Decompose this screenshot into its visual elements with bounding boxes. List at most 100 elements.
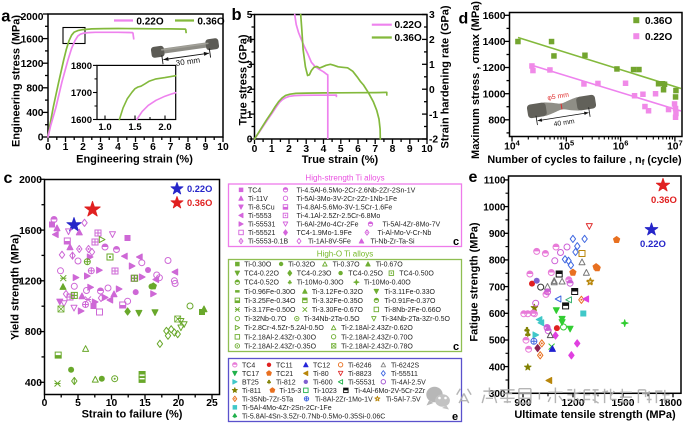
svg-text:e: e (469, 169, 478, 186)
svg-text:400: 400 (26, 108, 43, 119)
svg-text:600: 600 (489, 309, 506, 320)
svg-text:Ti-4.5Al-6.5Mo-2Cr-2.6Nb-2Zr-2: Ti-4.5Al-6.5Mo-2Cr-2.6Nb-2Zr-2Sn-1V (297, 187, 416, 194)
svg-text:Ti-811: Ti-811 (242, 388, 261, 395)
svg-text:0.36O: 0.36O (395, 33, 422, 44)
svg-text:Ti-10Mo-0.40O: Ti-10Mo-0.40O (364, 280, 411, 287)
svg-text:Ti-600: Ti-600 (313, 379, 333, 386)
svg-text:Ti-2.18Al-2.43Zr-0.62O: Ti-2.18Al-2.43Zr-0.62O (341, 325, 413, 332)
svg-text:TC4-0.52O: TC4-0.52O (244, 280, 279, 287)
svg-text:4: 4 (115, 142, 121, 153)
svg-text:0.36O: 0.36O (651, 195, 677, 206)
svg-text:Ti-55511: Ti-55511 (391, 371, 418, 378)
svg-text:Ti-80: Ti-80 (313, 371, 329, 378)
svg-text:Ti-5.8Al-4Sn-3.5Zr-0.7Nb-0.5Mo: Ti-5.8Al-4Sn-3.5Zr-0.7Nb-0.5Mo-0.35Si-0.… (242, 413, 385, 420)
svg-text:a: a (1, 8, 11, 26)
svg-text:Ti-4.8Al-5.6Mo-3V-1.5Cr-1.6Fe: Ti-4.8Al-5.6Mo-3V-1.5Cr-1.6Fe (297, 204, 393, 211)
svg-text:TC21: TC21 (276, 371, 293, 378)
svg-text:Ti-0.67O: Ti-0.67O (376, 262, 404, 269)
svg-text:3: 3 (98, 142, 104, 153)
svg-text:0.22O: 0.22O (395, 20, 422, 31)
svg-text:2000: 2000 (21, 12, 44, 23)
svg-text:2000: 2000 (19, 175, 42, 186)
svg-text:Ti-3.11Fe-0.33O: Ti-3.11Fe-0.33O (384, 289, 435, 296)
svg-text:b: b (232, 6, 242, 24)
svg-text:10: 10 (421, 144, 433, 155)
svg-text:Ti-6Al-2Mo-4Cr-2Fe: Ti-6Al-2Mo-4Cr-2Fe (297, 222, 359, 229)
svg-text:40 mm: 40 mm (553, 118, 575, 128)
svg-text:10: 10 (106, 398, 118, 409)
svg-text:2.0: 2.0 (158, 122, 171, 133)
svg-text:True strain (%): True strain (%) (302, 154, 379, 166)
svg-text:Ti-34Nb-2Ta-3Zr-0.5O: Ti-34Nb-2Ta-3Zr-0.5O (381, 316, 450, 323)
svg-text:Ti-32Nb-0.7O: Ti-32Nb-0.7O (244, 316, 287, 323)
svg-text:High-O Ti alloys: High-O Ti alloys (317, 250, 373, 259)
svg-text:8: 8 (185, 142, 191, 153)
svg-text:300: 300 (489, 389, 506, 400)
svg-text:500: 500 (489, 336, 506, 347)
svg-text:Ti-55531: Ti-55531 (348, 379, 375, 386)
svg-text:Ti-55521: Ti-55521 (248, 230, 275, 237)
svg-text:6: 6 (150, 142, 156, 153)
svg-text:700: 700 (489, 282, 506, 293)
svg-text:Ti-3.25Fe-0.34O: Ti-3.25Fe-0.34O (244, 298, 296, 305)
svg-text:Ti-1Al-8V-5Fe: Ti-1Al-8V-5Fe (308, 239, 351, 246)
svg-text:0.22O: 0.22O (640, 239, 666, 250)
svg-text:Ti-15-3: Ti-15-3 (279, 388, 301, 395)
svg-text:Ti-5Al-7.5V: Ti-5Al-7.5V (386, 396, 421, 403)
svg-text:1600: 1600 (483, 11, 506, 22)
svg-text:c: c (4, 170, 13, 187)
svg-text:TC4-0.25O: TC4-0.25O (348, 271, 383, 278)
svg-text:0.22O: 0.22O (136, 16, 163, 27)
svg-text:Ti-4Al-2.5V: Ti-4Al-2.5V (391, 379, 426, 386)
svg-text:1: 1 (247, 110, 253, 121)
svg-text:d: d (459, 11, 469, 28)
svg-text:1200: 1200 (483, 63, 506, 74)
svg-text:Ti-11V: Ti-11V (248, 196, 268, 203)
svg-text:TC4: TC4 (242, 362, 255, 369)
svg-text:Yield strength (MPa): Yield strength (MPa) (10, 234, 22, 340)
svg-text:3: 3 (429, 10, 435, 21)
svg-text:400: 400 (489, 362, 506, 373)
svg-text:Ti-2.18Al-2.43Zr-0.78O: Ti-2.18Al-2.43Zr-0.78O (341, 343, 413, 350)
svg-text:0.36O: 0.36O (197, 16, 224, 27)
svg-text:0: 0 (247, 135, 253, 146)
svg-text:Ti-5553-0.1B: Ti-5553-0.1B (248, 239, 289, 246)
svg-text:e: e (452, 411, 458, 423)
svg-text:Ti-Nb-Zr-Ta-Si: Ti-Nb-Zr-Ta-Si (371, 239, 416, 246)
svg-text:5: 5 (338, 144, 344, 155)
svg-text:1700: 1700 (71, 88, 92, 99)
svg-text:8: 8 (390, 144, 396, 155)
svg-text:1000: 1000 (483, 202, 506, 213)
svg-text:1600: 1600 (71, 115, 92, 126)
svg-text:1200: 1200 (21, 59, 44, 70)
svg-text:4: 4 (247, 35, 253, 46)
svg-text:Ti-3.17Fe-0.50O: Ti-3.17Fe-0.50O (244, 307, 296, 314)
svg-text:-2: -2 (429, 135, 438, 146)
svg-text:Ti-812: Ti-812 (276, 379, 296, 386)
svg-text:1.0: 1.0 (98, 122, 111, 133)
svg-text:Ti-Al-Mo-V-Cr-Nb: Ti-Al-Mo-V-Cr-Nb (378, 230, 432, 237)
svg-text:Ti-5Al-4Mo-4Zr-2Sn-2Cr-1Fe: Ti-5Al-4Mo-4Zr-2Sn-2Cr-1Fe (242, 405, 332, 412)
svg-text:Ti-0.30O: Ti-0.30O (244, 262, 272, 269)
svg-text:5: 5 (133, 142, 139, 153)
svg-text:TC4-0.50O: TC4-0.50O (399, 271, 434, 278)
svg-text:Engineering strain (%): Engineering strain (%) (76, 154, 193, 166)
svg-text:c: c (453, 236, 459, 248)
svg-text:0: 0 (429, 85, 435, 96)
svg-text:2: 2 (429, 35, 435, 46)
svg-text:0.22O: 0.22O (187, 184, 212, 194)
svg-text:-1: -1 (429, 110, 438, 121)
svg-text:Strain to failure (%): Strain to failure (%) (82, 409, 183, 421)
svg-text:Ti-4Al-6Mo-2V-5Cr-2Zr: Ti-4Al-6Mo-2V-5Cr-2Zr (354, 388, 426, 395)
svg-text:Ti-4.1Al-2.5Zr-2.5Cr-6.8Mo: Ti-4.1Al-2.5Zr-2.5Cr-6.8Mo (297, 213, 381, 220)
svg-text:Ti-8Al-2Zr-1Mo-1V: Ti-8Al-2Zr-1Mo-1V (315, 396, 373, 403)
svg-text:9: 9 (407, 144, 413, 155)
svg-text:Ti-0.32O: Ti-0.32O (288, 262, 316, 269)
svg-text:c: c (453, 341, 459, 353)
svg-text:Ti-35Nb-7Zr-5Ta: Ti-35Nb-7Zr-5Ta (242, 396, 293, 403)
svg-text:Ti-3.12Fe-0.32O: Ti-3.12Fe-0.32O (312, 289, 364, 296)
svg-text:400: 400 (25, 378, 42, 389)
svg-text:0.36O: 0.36O (645, 16, 672, 27)
svg-text:Ti-1023: Ti-1023 (313, 388, 337, 395)
svg-text:5: 5 (75, 398, 81, 409)
